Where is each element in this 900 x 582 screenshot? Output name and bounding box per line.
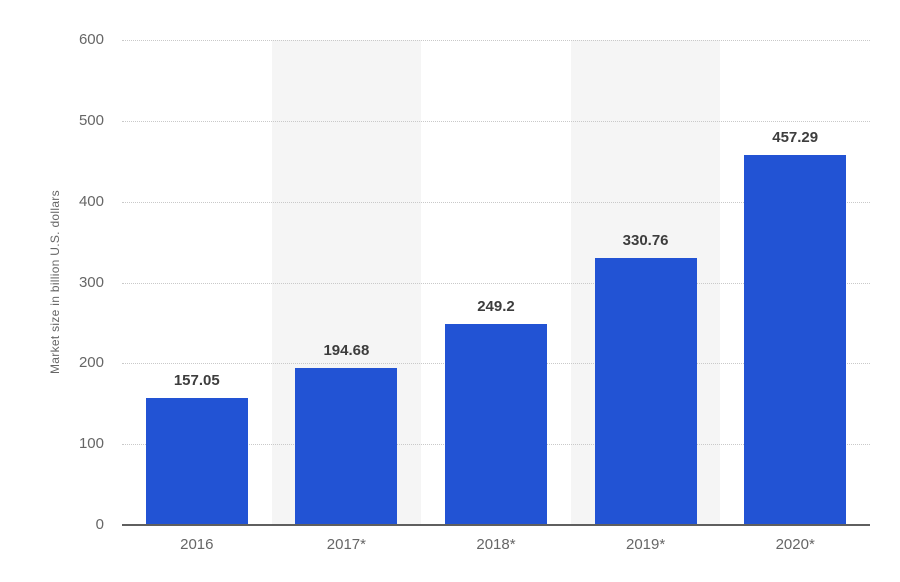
x-tick-label: 2019* bbox=[625, 536, 666, 553]
bar[interactable] bbox=[145, 398, 248, 525]
bar[interactable] bbox=[295, 367, 398, 525]
bar-value-label: 457.29 bbox=[772, 129, 819, 147]
bar-value-label: 194.68 bbox=[323, 341, 370, 359]
bar[interactable] bbox=[445, 323, 547, 525]
x-tick-label: 2018* bbox=[476, 536, 516, 553]
x-tick-label: 2016 bbox=[180, 536, 214, 553]
bar-value-label: 330.76 bbox=[622, 231, 669, 249]
bar-value-label: 157.05 bbox=[173, 372, 220, 390]
x-tick-label: 2017* bbox=[326, 536, 366, 553]
gridline bbox=[122, 201, 870, 203]
y-tick-label: 200 bbox=[78, 354, 104, 372]
y-tick-label: 300 bbox=[78, 273, 104, 291]
y-tick-label: 0 bbox=[95, 516, 104, 533]
gridline bbox=[122, 40, 870, 41]
bar[interactable] bbox=[744, 155, 847, 525]
bar-value-label: 249.2 bbox=[477, 297, 515, 315]
x-tick-label: 2020* bbox=[775, 536, 815, 553]
bar[interactable] bbox=[594, 257, 697, 525]
plot-area: 157.05 194.68 249.2 330.76 457.29 bbox=[122, 40, 870, 526]
y-tick-label: 600 bbox=[78, 31, 104, 48]
y-tick-label: 400 bbox=[78, 192, 104, 210]
gridline bbox=[122, 282, 870, 284]
x-axis-ticks: 2016 2017* 2018* 2019* 2020* bbox=[122, 535, 870, 559]
y-tick-label: 100 bbox=[78, 435, 104, 453]
y-tick-label: 500 bbox=[78, 111, 104, 129]
gridline bbox=[122, 120, 870, 122]
x-axis-line bbox=[122, 524, 870, 526]
